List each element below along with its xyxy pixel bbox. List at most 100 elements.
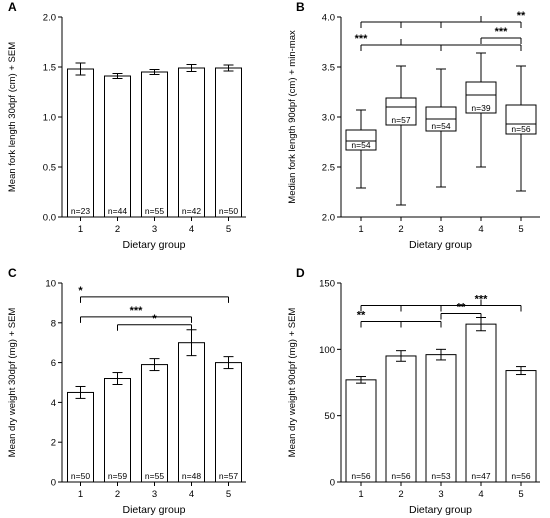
x-tick-label: 5 <box>518 489 523 500</box>
y-axis-label: Mean dry weight 90dpf (mg) + SEM <box>287 308 298 458</box>
bar <box>141 364 168 483</box>
x-tick-label: 1 <box>358 224 363 235</box>
x-tick-label: 4 <box>478 224 483 235</box>
y-tick-label: 50 <box>324 411 335 422</box>
n-label: n=42 <box>182 206 201 216</box>
bar <box>215 67 242 218</box>
x-axis-label: Dietary group <box>409 239 472 251</box>
bar <box>104 75 131 218</box>
y-tick-label: 4.0 <box>322 13 335 24</box>
x-tick-label: 4 <box>189 224 194 235</box>
y-tick-label: 10 <box>45 279 56 290</box>
y-tick-label: 0.5 <box>43 163 56 174</box>
x-tick-label: 3 <box>152 489 157 500</box>
significance-stars: *** <box>130 305 144 317</box>
n-label: n=53 <box>431 471 450 481</box>
x-tick-label: 2 <box>115 224 120 235</box>
n-label: n=23 <box>71 206 90 216</box>
y-tick-label: 2.0 <box>43 13 56 24</box>
box <box>505 104 537 135</box>
y-tick-label: 1.0 <box>43 113 56 124</box>
n-label: n=54 <box>431 121 450 131</box>
y-axis-label: Mean fork length 30dpf (cm) + SEM <box>7 42 18 192</box>
bar <box>345 379 377 483</box>
x-axis-label: Dietary group <box>122 504 185 516</box>
x-tick-label: 5 <box>226 224 231 235</box>
panel-d: D 0 50 100 150 Mean dry weight 90dpf (mg) + S… <box>287 266 540 516</box>
x-tick-label: 1 <box>358 489 363 500</box>
panel-c: C 0 2 4 6 8 10 Mean dry weight 30dpf (mg) + SEM… <box>7 266 246 516</box>
y-tick-label: 1.5 <box>43 63 56 74</box>
panel-label: B <box>296 0 305 14</box>
n-label: n=50 <box>71 471 90 481</box>
x-tick-label: 5 <box>518 224 523 235</box>
n-label: n=48 <box>182 471 201 481</box>
significance-stars: ** <box>357 309 366 321</box>
significance-stars: ** <box>517 10 526 22</box>
box <box>465 81 497 114</box>
n-label: n=56 <box>511 124 530 134</box>
bar <box>178 342 205 483</box>
x-tick-label: 3 <box>152 224 157 235</box>
x-tick-label: 2 <box>398 224 403 235</box>
y-tick-label: 150 <box>319 279 335 290</box>
x-axis-label: Dietary group <box>122 239 185 251</box>
n-label: n=56 <box>351 471 370 481</box>
n-label: n=55 <box>145 206 164 216</box>
y-tick-label: 3.0 <box>322 113 335 124</box>
x-tick-label: 5 <box>226 489 231 500</box>
n-label: n=39 <box>471 103 490 113</box>
y-tick-label: 0.0 <box>43 213 56 224</box>
x-tick-label: 4 <box>189 489 194 500</box>
significance-stars: *** <box>355 33 369 45</box>
box <box>345 129 377 151</box>
n-label: n=44 <box>108 206 127 216</box>
x-tick-label: 3 <box>438 224 443 235</box>
bar <box>465 323 497 483</box>
y-axis-label: Median fork length 90dpf (cm) + min-max <box>287 30 298 204</box>
y-tick-label: 2.5 <box>322 163 335 174</box>
y-tick-label: 0 <box>51 478 56 489</box>
significance-stars: *** <box>495 26 509 38</box>
y-tick-label: 6 <box>51 358 56 369</box>
significance-stars: *** <box>475 294 489 306</box>
panel-a: A 0.0 0.5 1.0 1.5 2.0 Mean fork length 30dpf (… <box>7 0 246 251</box>
significance-stars: * <box>78 285 83 297</box>
n-label: n=56 <box>511 471 530 481</box>
panel-label: D <box>296 266 305 280</box>
n-label: n=59 <box>108 471 127 481</box>
x-tick-label: 2 <box>398 489 403 500</box>
y-tick-label: 3.5 <box>322 63 335 74</box>
panel-label: A <box>8 0 17 14</box>
n-label: n=54 <box>351 140 370 150</box>
panel-b: B 2.0 2.5 3.0 3.5 4.0 Median fork length 90dpf… <box>287 0 540 251</box>
x-tick-label: 3 <box>438 489 443 500</box>
n-label: n=56 <box>391 471 410 481</box>
bar <box>425 354 457 483</box>
significance-stars: * <box>152 313 157 325</box>
y-tick-label: 2 <box>51 438 56 449</box>
y-axis-label: Mean dry weight 30dpf (mg) + SEM <box>7 308 18 458</box>
x-tick-label: 1 <box>78 489 83 500</box>
n-label: n=57 <box>391 115 410 125</box>
bar <box>141 71 168 218</box>
n-label: n=50 <box>219 206 238 216</box>
n-label: n=55 <box>145 471 164 481</box>
x-tick-label: 4 <box>478 489 483 500</box>
x-axis-label: Dietary group <box>409 504 472 516</box>
y-tick-label: 2.0 <box>322 213 335 224</box>
x-tick-label: 1 <box>78 224 83 235</box>
y-tick-label: 0 <box>330 478 335 489</box>
n-label: n=57 <box>219 471 238 481</box>
box <box>385 97 417 126</box>
significance-stars: ** <box>457 302 466 314</box>
y-tick-label: 100 <box>319 345 335 356</box>
bar <box>505 370 537 483</box>
y-tick-label: 4 <box>51 398 56 409</box>
x-tick-label: 2 <box>115 489 120 500</box>
bar <box>385 355 417 483</box>
y-tick-label: 8 <box>51 318 56 329</box>
panel-label: C <box>8 266 17 280</box>
bar <box>178 67 205 218</box>
